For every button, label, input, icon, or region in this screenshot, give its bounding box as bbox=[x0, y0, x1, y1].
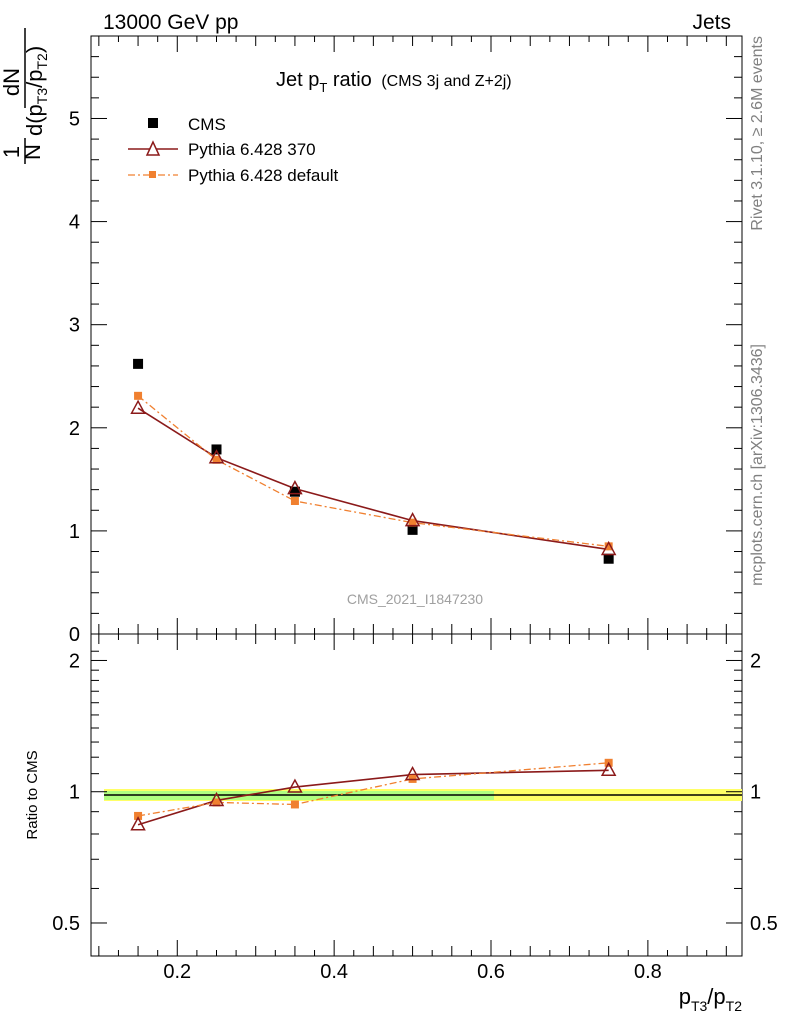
x-tick-label: 0.4 bbox=[320, 961, 348, 983]
analysis-watermark: CMS_2021_I1847230 bbox=[347, 591, 483, 607]
main-title-after: ratio bbox=[327, 69, 371, 91]
ylabel-d: d(p bbox=[22, 104, 47, 136]
point-pythia-370 bbox=[208, 449, 225, 464]
y-tick-label-ratio-left: 2 bbox=[69, 650, 80, 672]
x-tick-label: 0.8 bbox=[634, 961, 662, 983]
ylabel-close: ) bbox=[22, 46, 47, 53]
point-pythia-default bbox=[408, 518, 417, 527]
legend-cms-marker bbox=[148, 118, 158, 128]
line-pythia-default bbox=[137, 395, 609, 548]
legend-pdef-label: Pythia 6.428 default bbox=[188, 166, 339, 185]
legend-cms-label: CMS bbox=[188, 115, 226, 134]
legend-p370-marker bbox=[145, 140, 161, 156]
ratio-point-pythia-default bbox=[212, 798, 221, 807]
ratio-point-pythia-default bbox=[290, 800, 299, 809]
point-cms bbox=[603, 553, 614, 564]
legend-pdef-marker bbox=[149, 171, 156, 178]
xlabel-s2: T2 bbox=[726, 998, 743, 1014]
point-cms bbox=[289, 486, 300, 497]
ratio-point-pythia-370 bbox=[130, 816, 146, 831]
x-tick-label: 0.2 bbox=[163, 961, 191, 983]
xlabel-p2: /p bbox=[707, 984, 725, 1009]
point-cms bbox=[407, 524, 418, 535]
point-pythia-370 bbox=[600, 540, 617, 556]
point-pythia-default bbox=[290, 496, 299, 505]
main-title-small: (CMS 3j and Z+2j) bbox=[381, 73, 511, 90]
point-cms bbox=[133, 358, 144, 369]
y-axis-label-main: 1 N dN d(pT3/pT2) bbox=[0, 28, 50, 164]
axis-ticks: 0.2 0.4 0.6 0.8 0 1 2 3 4 5 0.5 0.5 1 1 2 2 bbox=[52, 35, 778, 983]
y-tick-label-ratio-left: 0.5 bbox=[52, 913, 80, 935]
main-title: Jet pT ratio (CMS 3j and Z+2j) bbox=[276, 69, 512, 95]
xlabel-p1: p bbox=[679, 984, 691, 1009]
ylabel-denominator: d(pT3/pT2) bbox=[22, 46, 50, 136]
y-tick-label-main: 2 bbox=[69, 418, 80, 440]
line-pythia-370 bbox=[137, 407, 609, 551]
main-title-text: Jet p bbox=[276, 69, 319, 91]
point-pythia-370 bbox=[130, 399, 146, 414]
x-axis-label: pT3/pT2 bbox=[679, 984, 743, 1014]
main-series-points bbox=[130, 358, 617, 564]
ratio-point-pythia-370 bbox=[600, 761, 617, 777]
ylabel-sub1: T3 bbox=[34, 88, 50, 105]
y-tick-label-main: 3 bbox=[69, 315, 80, 337]
y-tick-label-main: 4 bbox=[69, 212, 80, 234]
legend: CMS Pythia 6.428 370 Pythia 6.428 defaul… bbox=[128, 115, 339, 185]
x-tick-label: 0.6 bbox=[477, 961, 505, 983]
ylabel-slash: /p bbox=[22, 70, 47, 88]
point-pythia-default bbox=[212, 455, 221, 464]
ratio-series-lines bbox=[137, 762, 609, 826]
side-text-rivet: Rivet 3.1.10, ≥ 2.6M events bbox=[749, 36, 766, 231]
header-energy: 13000 GeV pp bbox=[103, 11, 238, 34]
ratio-point-pythia-370 bbox=[287, 778, 303, 793]
ratio-point-pythia-default bbox=[134, 811, 143, 820]
point-pythia-370 bbox=[404, 512, 421, 527]
point-pythia-default bbox=[134, 391, 143, 400]
ylabel-sub2: T2 bbox=[34, 53, 50, 70]
y-tick-label-main: 5 bbox=[69, 108, 80, 130]
ratio-line-pythia-370 bbox=[137, 769, 609, 826]
y-tick-label-ratio-right: 1 bbox=[750, 782, 761, 804]
ratio-point-pythia-370 bbox=[404, 765, 421, 781]
point-pythia-default bbox=[604, 542, 613, 551]
legend-p370-label: Pythia 6.428 370 bbox=[188, 140, 316, 159]
y-axis-label-ratio: Ratio to CMS bbox=[24, 750, 41, 839]
main-series-lines bbox=[137, 395, 609, 551]
ratio-series-points bbox=[130, 758, 617, 831]
ylabel-one: 1 bbox=[0, 146, 24, 158]
y-tick-label-main: 1 bbox=[69, 521, 80, 543]
y-tick-label-main: 0 bbox=[69, 624, 80, 646]
ylabel-dn: dN bbox=[0, 68, 24, 96]
xlabel-s1: T3 bbox=[691, 998, 708, 1014]
y-tick-label-ratio-right: 0.5 bbox=[750, 913, 778, 935]
point-pythia-370 bbox=[287, 480, 303, 495]
ylabel-n: N bbox=[20, 144, 45, 160]
y-tick-label-ratio-left: 1 bbox=[69, 782, 80, 804]
ratio-point-pythia-370 bbox=[208, 791, 225, 807]
side-text-mcplots: mcplots.cern.ch [arXiv:1306.3436] bbox=[749, 344, 766, 586]
main-title-sub: T bbox=[319, 80, 327, 95]
header-process: Jets bbox=[692, 11, 731, 34]
y-tick-label-ratio-right: 2 bbox=[750, 650, 761, 672]
